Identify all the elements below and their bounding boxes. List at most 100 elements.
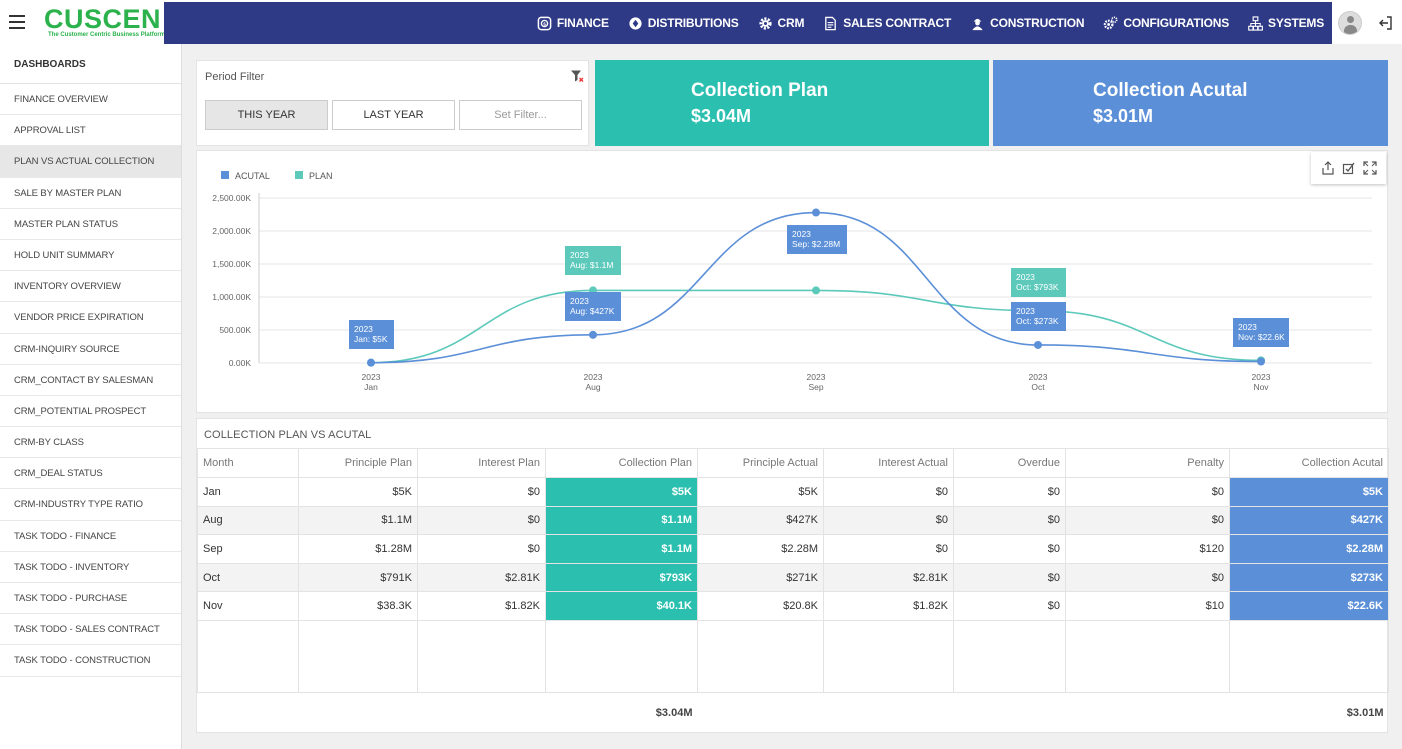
table-cell: $0 <box>1065 505 1230 536</box>
empty-cell <box>197 619 299 693</box>
data-label-box <box>787 225 847 254</box>
data-label: 2023 Aug: $427K <box>570 296 615 316</box>
this-year-button[interactable]: THIS YEAR <box>205 100 328 130</box>
plan-series-line <box>370 289 1262 364</box>
table-cell: $273K <box>1229 562 1389 593</box>
nav-configurations[interactable]: CONFIGURATIONS <box>1103 15 1229 31</box>
column-header[interactable]: Collection Plan <box>545 448 698 478</box>
nav-construction[interactable]: CONSTRUCTION <box>970 16 1085 31</box>
table-cell: $271K <box>697 562 824 593</box>
table-row[interactable]: Sep $1.28M $0 $1.1M $2.28M $0 $0 $120 $2.28M <box>197 534 1389 564</box>
sidebar-item[interactable]: PLAN VS ACTUAL COLLECTION <box>0 146 181 178</box>
fullscreen-icon[interactable] <box>1362 161 1377 175</box>
column-header[interactable]: Interest Plan <box>417 448 546 478</box>
empty-cell <box>953 619 1066 693</box>
sidebar-item[interactable]: CRM_CONTACT BY SALESMAN <box>0 365 181 396</box>
sidebar-item[interactable]: TASK TODO - PURCHASE <box>0 583 181 615</box>
sidebar-list: FINANCE OVERVIEW APPROVAL LIST PLAN VS ACT… <box>0 84 181 677</box>
table-cell: $1.82K <box>417 591 546 621</box>
table-cell: $0 <box>1065 477 1230 507</box>
sidebar-item[interactable]: CRM-BY CLASS <box>0 427 181 459</box>
table-cell: $2.28M <box>697 534 824 564</box>
sidebar-item[interactable]: CRM-INQUIRY SOURCE <box>0 334 181 365</box>
sidebar-item[interactable]: TASK TODO - SALES CONTRACT <box>0 614 181 646</box>
table-cell: $5K <box>298 477 418 507</box>
table-row[interactable]: Aug $1.1M $0 $1.1M $427K $0 $0 $0 $427K <box>197 505 1389 536</box>
data-label-box <box>1011 268 1066 297</box>
table-cell: $38.3K <box>298 591 418 621</box>
table-row[interactable]: Jan $5K $0 $5K $5K $0 $0 $0 $5K <box>197 477 1389 507</box>
table-cell: $0 <box>953 477 1066 507</box>
sidebar-item[interactable]: CRM_POTENTIAL PROSPECT <box>0 396 181 428</box>
column-header[interactable]: Month <box>197 448 299 478</box>
gears-icon <box>1103 15 1118 31</box>
table-row[interactable]: Nov $38.3K $1.82K $40.1K $20.8K $1.82K $0 $10 $2… <box>197 591 1389 621</box>
sidebar-item[interactable]: SALE BY MASTER PLAN <box>0 178 181 209</box>
document-icon <box>823 16 838 31</box>
main-nav: $ FINANCE DISTRIBUTIONS CRM SALES CONTRA… <box>164 2 1332 44</box>
y-tick-label: 1,000.00K <box>212 292 251 302</box>
table-row[interactable]: Oct $791K $2.81K $793K $271K $2.81K $0 $0 $273K <box>197 562 1389 593</box>
nav-distributions[interactable]: DISTRIBUTIONS <box>628 16 739 31</box>
y-tick-label: 0.00K <box>229 358 252 368</box>
avatar[interactable] <box>1338 11 1362 35</box>
app-logo[interactable]: CUSCEN The Customer Centric Business Pla… <box>44 4 166 38</box>
column-header[interactable]: Interest Actual <box>823 448 954 478</box>
totals-cell: $3.01M <box>1229 691 1389 733</box>
table-cell: $0 <box>953 591 1066 621</box>
totals-cell <box>1065 691 1230 733</box>
last-year-button[interactable]: LAST YEAR <box>332 100 455 130</box>
nav-systems[interactable]: SYSTEMS <box>1248 15 1324 31</box>
column-header[interactable]: Principle Plan <box>298 448 418 478</box>
table-cell: $20.8K <box>697 591 824 621</box>
export-icon[interactable] <box>1321 161 1335 175</box>
actual-point <box>367 358 375 367</box>
table-cell: $0 <box>823 505 954 536</box>
x-tick-label: 2023 Jan <box>362 372 381 392</box>
sidebar-item[interactable]: APPROVAL LIST <box>0 115 181 147</box>
finance-icon: $ <box>537 16 552 31</box>
collection-table-panel: COLLECTION PLAN VS ACUTAL Month Principle… <box>196 418 1389 733</box>
sidebar-item[interactable]: HOLD UNIT SUMMARY <box>0 240 181 272</box>
table-cell: $10 <box>1065 591 1230 621</box>
hamburger-menu-icon[interactable] <box>9 15 25 29</box>
logout-icon[interactable] <box>1377 16 1393 30</box>
sidebar-item[interactable]: FINANCE OVERVIEW <box>0 84 181 116</box>
table-cell: $427K <box>1229 505 1389 536</box>
sidebar-item[interactable]: CRM-INDUSTRY TYPE RATIO <box>0 489 181 521</box>
svg-text:$: $ <box>543 21 546 26</box>
nav-sales-contract[interactable]: SALES CONTRACT <box>823 16 951 31</box>
table-cell: $2.81K <box>823 562 954 593</box>
nav-crm[interactable]: CRM <box>758 16 804 31</box>
empty-cell <box>417 619 546 693</box>
sidebar-item[interactable]: INVENTORY OVERVIEW <box>0 271 181 303</box>
empty-cell <box>545 619 698 693</box>
sidebar-item[interactable]: TASK TODO - CONSTRUCTION <box>0 645 181 677</box>
table-cell: $40.1K <box>545 591 698 621</box>
sidebar-item[interactable]: VENDOR PRICE EXPIRATION <box>0 302 181 334</box>
column-header[interactable]: Collection Acutal <box>1229 448 1389 478</box>
clear-filter-icon[interactable] <box>570 69 584 83</box>
totals-row: $3.04M $3.01M <box>197 691 1389 733</box>
table-cell: $0 <box>417 534 546 564</box>
column-header[interactable]: Overdue <box>953 448 1066 478</box>
data-label: 2023 Jan: $5K <box>354 324 388 344</box>
table-cell: $5K <box>545 477 698 507</box>
sidebar-item[interactable]: CRM_DEAL STATUS <box>0 458 181 490</box>
y-tick-label: 500.00K <box>219 325 251 335</box>
empty-cell <box>823 619 954 693</box>
column-header[interactable]: Penalty <box>1065 448 1230 478</box>
empty-cell <box>697 619 824 693</box>
period-filter-title: Period Filter <box>205 71 265 83</box>
data-label-box <box>565 292 621 321</box>
actual-point <box>1034 340 1042 349</box>
table-cell: $0 <box>417 505 546 536</box>
column-header[interactable]: Principle Actual <box>697 448 824 478</box>
select-icon[interactable] <box>1342 161 1356 175</box>
nav-finance[interactable]: $ FINANCE <box>537 16 609 31</box>
collection-plan-label: Collection Plan <box>691 80 829 101</box>
set-filter-input[interactable]: Set Filter... <box>459 100 582 130</box>
sidebar-item[interactable]: MASTER PLAN STATUS <box>0 209 181 240</box>
sidebar-item[interactable]: TASK TODO - FINANCE <box>0 521 181 552</box>
sidebar-item[interactable]: TASK TODO - INVENTORY <box>0 552 181 583</box>
